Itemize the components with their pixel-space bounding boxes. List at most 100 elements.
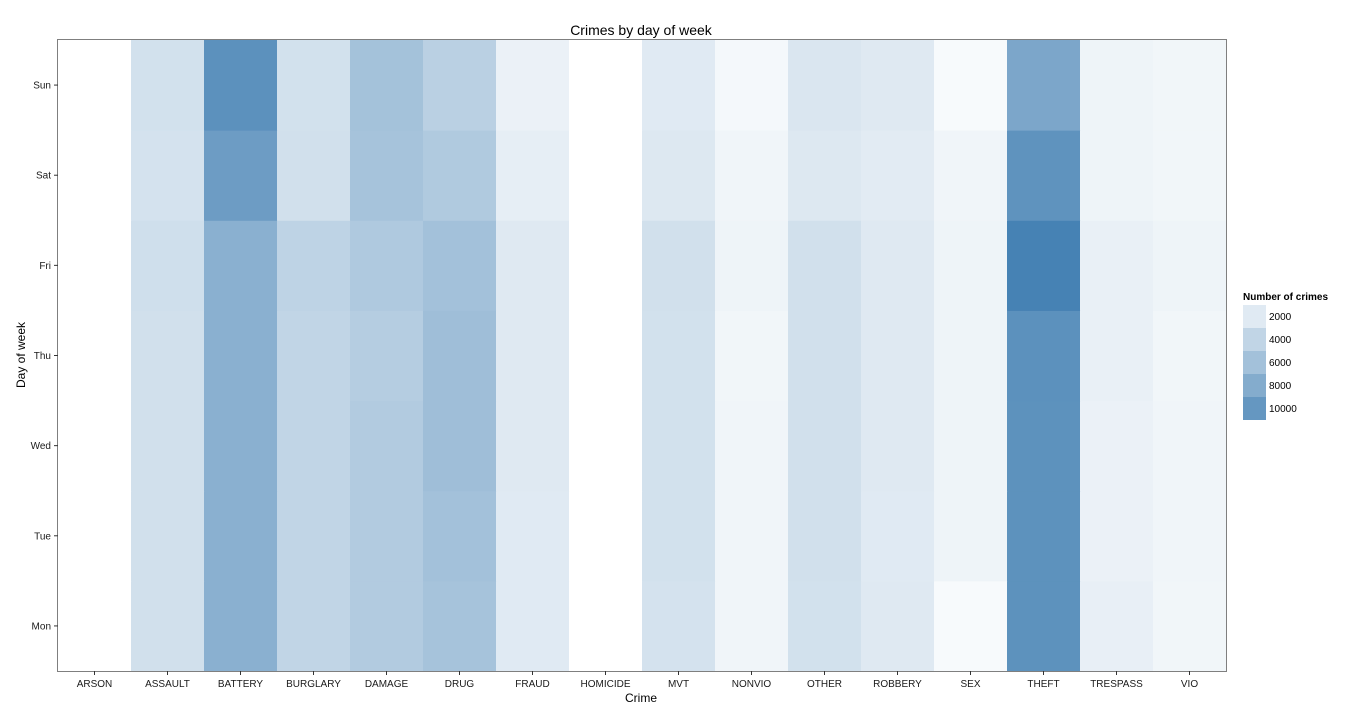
- heatmap-cell-other-tue: [788, 490, 862, 582]
- heatmap-cell-vio-sun: [1153, 40, 1227, 131]
- heatmap-cell-trespass-sun: [1080, 40, 1154, 131]
- legend-keys: 2000 4000 6000 8000 10000: [1243, 305, 1297, 420]
- x-axis-title: Crime: [625, 691, 657, 705]
- y-axis: Mon Tue Wed Thu Fri Sat Sun: [31, 81, 58, 632]
- heatmap-cell-arson-tue: [58, 490, 132, 582]
- heatmap-cell-trespass-fri: [1080, 220, 1154, 311]
- y-tick-label-mon: Mon: [32, 621, 51, 632]
- heatmap-cell-vio-tue: [1153, 490, 1227, 582]
- heatmap-cell-theft-tue: [1007, 490, 1081, 582]
- legend-key-2000: [1243, 305, 1266, 328]
- heatmap-cell-trespass-mon: [1080, 580, 1154, 672]
- heatmap-cell-nonvio-fri: [715, 220, 789, 311]
- heatmap-cell-mvt-sat: [642, 130, 716, 221]
- heatmap-cell-homicide-tue: [569, 490, 643, 582]
- heatmap-cell-battery-fri: [204, 220, 278, 311]
- heatmap-cell-theft-sat: [1007, 130, 1081, 221]
- heatmap-cell-fraud-sun: [496, 40, 570, 131]
- heatmap-cell-burglary-wed: [277, 400, 351, 492]
- heatmap-cell-robbery-wed: [861, 400, 935, 492]
- x-tick-label-homicide: HOMICIDE: [581, 679, 631, 690]
- y-tick-label-thu: Thu: [34, 351, 51, 362]
- heatmap-cell-nonvio-sun: [715, 40, 789, 131]
- heatmap-cell-damage-wed: [350, 400, 424, 492]
- heatmap-cell-assault-wed: [131, 400, 205, 492]
- heatmap-cell-arson-sat: [58, 130, 132, 221]
- heatmap-cell-robbery-fri: [861, 220, 935, 311]
- legend-label-4000: 4000: [1269, 335, 1292, 346]
- heatmap-cell-damage-mon: [350, 580, 424, 672]
- legend-label-10000: 10000: [1269, 404, 1297, 415]
- y-axis-title: Day of week: [14, 321, 28, 388]
- heatmap-cell-mvt-mon: [642, 580, 716, 672]
- y-tick-label-sat: Sat: [36, 171, 51, 182]
- heatmap-cell-damage-thu: [350, 310, 424, 402]
- heatmap-cell-robbery-tue: [861, 490, 935, 582]
- heatmap-cell-damage-sun: [350, 40, 424, 131]
- heatmap-cell-fraud-wed: [496, 400, 570, 492]
- heatmap-cell-mvt-fri: [642, 220, 716, 311]
- y-tick-label-fri: Fri: [39, 261, 51, 272]
- heatmap-cell-drug-sat: [423, 130, 497, 221]
- chart-title: Crimes by day of week: [570, 22, 713, 38]
- heatmap-cell-burglary-fri: [277, 220, 351, 311]
- x-tick-label-drug: DRUG: [445, 679, 475, 690]
- heatmap-cell-drug-thu: [423, 310, 497, 402]
- heatmap-cell-trespass-tue: [1080, 490, 1154, 582]
- heatmap-cell-vio-thu: [1153, 310, 1227, 402]
- heatmap-cell-arson-sun: [58, 40, 132, 131]
- heatmap-cell-nonvio-mon: [715, 580, 789, 672]
- heatmap-cell-trespass-wed: [1080, 400, 1154, 492]
- heatmap-cell-drug-mon: [423, 580, 497, 672]
- heatmap-cell-sex-thu: [934, 310, 1008, 402]
- heatmap-cell-assault-sun: [131, 40, 205, 131]
- x-tick-label-mvt: MVT: [668, 679, 689, 690]
- legend: Number of crimes 2000 4000 6000 8000 10000: [1243, 292, 1328, 420]
- x-tick-label-battery: BATTERY: [218, 679, 264, 690]
- heatmap-cell-drug-sun: [423, 40, 497, 131]
- y-tick-label-tue: Tue: [34, 531, 51, 542]
- heatmap-cell-burglary-sun: [277, 40, 351, 131]
- x-tick-label-burglary: BURGLARY: [286, 679, 341, 690]
- heatmap-cell-sex-fri: [934, 220, 1008, 311]
- heatmap-cell-drug-tue: [423, 490, 497, 582]
- heatmap-cell-other-mon: [788, 580, 862, 672]
- heatmap-cell-homicide-wed: [569, 400, 643, 492]
- legend-title: Number of crimes: [1243, 292, 1328, 303]
- heatmap-cell-nonvio-wed: [715, 400, 789, 492]
- heatmap-cell-battery-sun: [204, 40, 278, 131]
- heatmap-cell-homicide-thu: [569, 310, 643, 402]
- heatmap-cell-fraud-mon: [496, 580, 570, 672]
- heatmap-cell-drug-wed: [423, 400, 497, 492]
- legend-label-8000: 8000: [1269, 381, 1292, 392]
- heatmap-cell-robbery-sat: [861, 130, 935, 221]
- x-tick-label-trespass: TRESPASS: [1090, 679, 1143, 690]
- y-tick-label-wed: Wed: [31, 441, 51, 452]
- heatmap-cell-mvt-sun: [642, 40, 716, 131]
- heatmap-cell-vio-sat: [1153, 130, 1227, 221]
- heatmap-cell-nonvio-sat: [715, 130, 789, 221]
- x-tick-label-theft: THEFT: [1027, 679, 1059, 690]
- heatmap-cell-theft-wed: [1007, 400, 1081, 492]
- heatmap-cell-other-thu: [788, 310, 862, 402]
- heatmap-cell-battery-sat: [204, 130, 278, 221]
- heatmap-cell-sex-tue: [934, 490, 1008, 582]
- x-tick-label-nonvio: NONVIO: [732, 679, 772, 690]
- heatmap-cell-theft-mon: [1007, 580, 1081, 672]
- heatmap-cell-other-fri: [788, 220, 862, 311]
- heatmap-cell-burglary-tue: [277, 490, 351, 582]
- legend-key-6000: [1243, 351, 1266, 374]
- legend-key-8000: [1243, 374, 1266, 397]
- heatmap-cell-arson-mon: [58, 580, 132, 672]
- heatmap-cell-mvt-wed: [642, 400, 716, 492]
- heatmap-cell-theft-thu: [1007, 310, 1081, 402]
- heatmap-cell-sex-sun: [934, 40, 1008, 131]
- heatmap-cell-vio-fri: [1153, 220, 1227, 311]
- heatmap-cell-vio-wed: [1153, 400, 1227, 492]
- heatmap-cell-fraud-tue: [496, 490, 570, 582]
- heatmap-cell-vio-mon: [1153, 580, 1227, 672]
- x-axis: ARSON ASSAULT BATTERY BURGLARY DAMAGE DRUG FRA…: [77, 671, 1198, 690]
- heatmap-cell-mvt-tue: [642, 490, 716, 582]
- heatmap-cell-arson-thu: [58, 310, 132, 402]
- x-tick-label-assault: ASSAULT: [145, 679, 190, 690]
